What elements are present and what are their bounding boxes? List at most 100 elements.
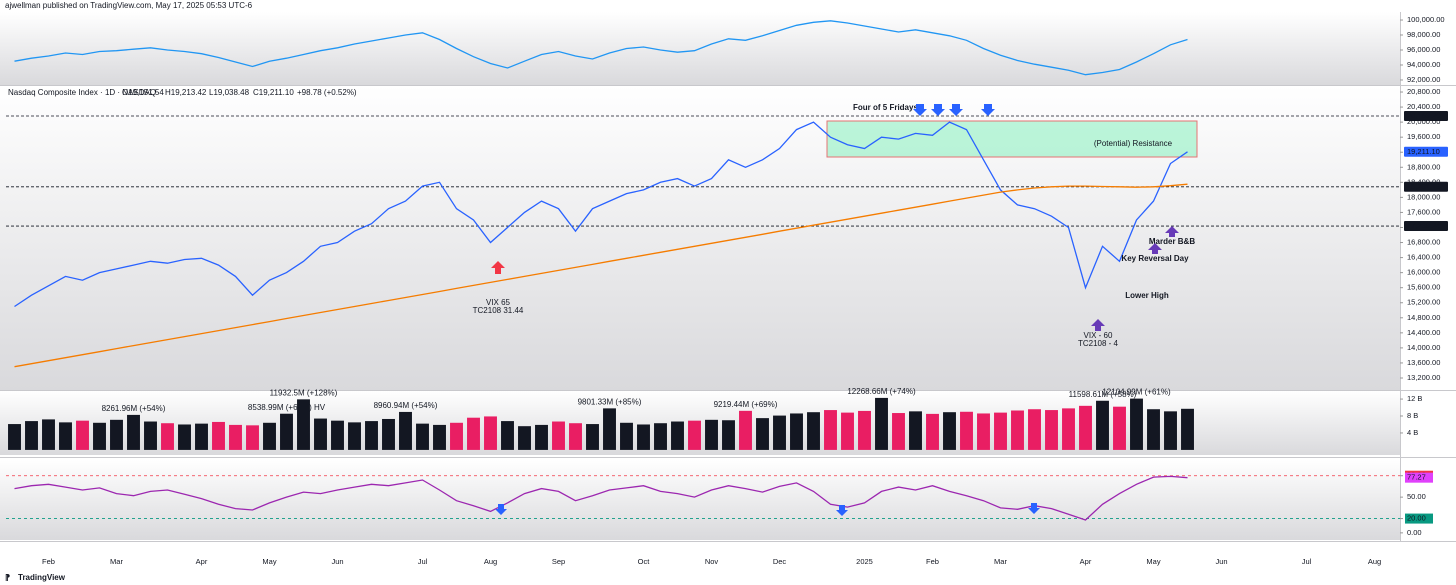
volume-bar <box>178 424 191 450</box>
arrow-up <box>491 261 505 274</box>
volume-bar <box>331 420 344 450</box>
series-line <box>14 20 1188 76</box>
x-tick-label: Dec <box>773 557 787 566</box>
volume-bar <box>314 418 327 450</box>
volume-bar <box>297 399 310 450</box>
y-tick-label: 20,400.00 <box>1407 102 1440 111</box>
x-tick-label: Apr <box>1080 557 1092 566</box>
ohlc-change: +98.78 (+0.52%) <box>297 88 357 97</box>
volume-bar <box>1113 406 1126 450</box>
x-tick-label: Nov <box>705 557 719 566</box>
arrow-down <box>981 104 995 116</box>
y-tick-label: 15,600.00 <box>1407 283 1440 292</box>
volume-bar <box>467 417 480 450</box>
marks: 100,000.00 98,000.00 96,000.00 94,000.00 92,… <box>6 15 1448 566</box>
level-tag <box>1405 513 1433 524</box>
volume-bar <box>1130 398 1143 450</box>
volume-bar <box>977 413 990 450</box>
y-tick-label: 92,000.00 <box>1407 75 1440 84</box>
publisher: ajwellman published on TradingView.com, … <box>5 1 253 10</box>
volume-bar <box>1045 410 1058 450</box>
y-tick-label: 13,200.00 <box>1407 373 1440 382</box>
last-value-tag <box>1405 472 1433 483</box>
volume-bar <box>637 424 650 450</box>
y-tick-label: 20,000.00 <box>1407 117 1440 126</box>
volume-bar <box>841 412 854 450</box>
y-tick-label: 8 B <box>1407 411 1418 420</box>
y-tick-label: 15,200.00 <box>1407 298 1440 307</box>
volume-bar <box>382 418 395 450</box>
volume-bar <box>1011 410 1024 450</box>
x-tick-label: Jun <box>1215 557 1227 566</box>
annotation: Lower High <box>1125 291 1169 300</box>
symbol: Nasdaq Composite Index · 1D · NASDAQ <box>8 88 156 97</box>
price-tag <box>1404 146 1448 157</box>
volume-label: 9801.33M (+85%) <box>578 397 642 406</box>
volume-bar <box>416 423 429 450</box>
x-tick-label: Apr <box>196 557 208 566</box>
volume-bar <box>1028 409 1041 450</box>
volume-bar <box>603 408 616 450</box>
footer-brand: TradingView <box>18 573 66 582</box>
volume-bar <box>484 416 497 450</box>
y-tick-label: 94,000.00 <box>1407 60 1440 69</box>
y-tick-label: 50.00 <box>1407 492 1426 501</box>
pane-price <box>0 86 1400 390</box>
volume-label: 11932.5M (+128%) <box>270 388 338 397</box>
y-tick-label: 19,600.00 <box>1407 132 1440 141</box>
volume-label: 8261.96M (+54%) <box>102 404 166 413</box>
volume-bar <box>59 422 72 450</box>
x-tick-label: Aug <box>1368 557 1381 566</box>
volume-bar <box>858 410 871 450</box>
volume-bar <box>246 425 259 450</box>
y-tick-label: 18,800.00 <box>1407 162 1440 171</box>
pane-rsi <box>0 460 1400 540</box>
volume-bar <box>127 414 140 450</box>
x-tick-label: Jul <box>1302 557 1312 566</box>
y-tick-label: 96,000.00 <box>1407 45 1440 54</box>
last-value-label: 77.27 <box>1407 473 1426 482</box>
x-tick-label: Oct <box>638 557 651 566</box>
price-tag <box>1404 110 1448 121</box>
volume-bar <box>263 422 276 450</box>
x-tick-label: Feb <box>42 557 55 566</box>
volume-bar <box>1079 405 1092 450</box>
arrow-down <box>949 104 963 116</box>
annotation: VIX - 60 <box>1084 331 1113 340</box>
arrow-up <box>1165 226 1179 237</box>
annotation: Key Reversal Day <box>1121 254 1189 263</box>
volume-bar <box>926 413 939 450</box>
volume-bar <box>586 424 599 450</box>
ohlc-low: L19,038.48 <box>209 88 250 97</box>
ohlc-open: O19,151.54 <box>122 88 164 97</box>
x-tick-label: Feb <box>926 557 939 566</box>
x-tick-label: May <box>262 557 276 566</box>
y-tick-label: 12 B <box>1407 394 1422 403</box>
annotation: TC2108 - 4 <box>1078 339 1119 348</box>
volume-bar <box>943 412 956 450</box>
volume-bar <box>76 420 89 450</box>
price-tag-label: 17,238.24 <box>1407 221 1440 230</box>
y-tick-label: 4 B <box>1407 428 1418 437</box>
volume-bar <box>399 411 412 450</box>
price-tag-label: 19,211.10 <box>1407 147 1440 156</box>
x-tick-label: Sep <box>552 557 565 566</box>
volume-bar <box>824 410 837 450</box>
volume-bar <box>450 422 463 450</box>
volume-bar <box>433 424 446 450</box>
x-tick-label: 2025 <box>856 557 873 566</box>
annotation: Four of 5 Fridays... <box>853 103 925 112</box>
y-tick-label: 18,000.00 <box>1407 192 1440 201</box>
volume-bar <box>110 419 123 450</box>
price-tag-label: 20,163.29 <box>1407 111 1440 120</box>
volume-bar <box>535 424 548 450</box>
x-tick-label: Jul <box>418 557 428 566</box>
volume-label: 11598.61M (+58%) <box>1069 390 1137 399</box>
footer-logo: ⁋ <box>5 573 10 582</box>
x-tick-label: Aug <box>484 557 497 566</box>
volume-bar <box>960 411 973 450</box>
price-tag-label: 18,281.13 <box>1407 182 1440 191</box>
y-tick-label: 13,600.00 <box>1407 358 1440 367</box>
volume-bar <box>807 412 820 450</box>
volume-bar <box>365 421 378 450</box>
